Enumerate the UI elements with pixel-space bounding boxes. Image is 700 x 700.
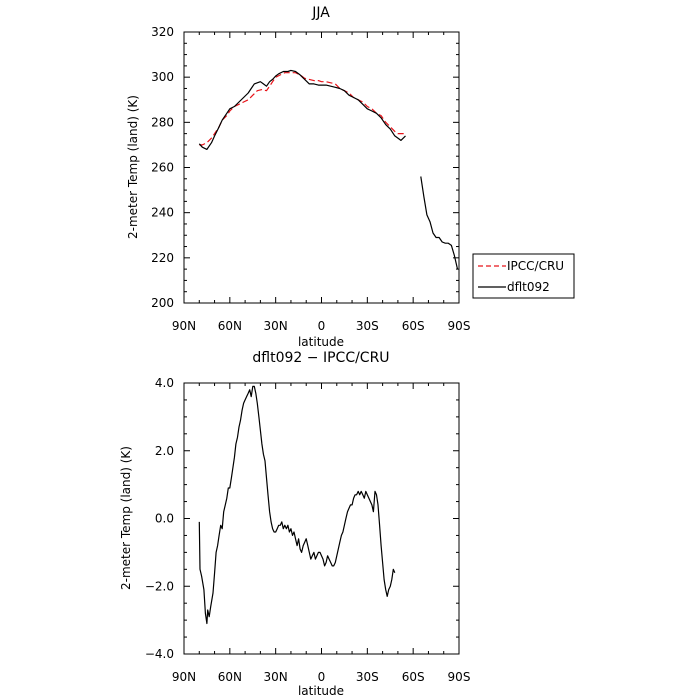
bottom-y-tick-label: 0.0 [155,512,174,526]
top-series-line-ipcc-cru [199,72,406,146]
bottom-y-axis-label: 2-meter Temp (land) (K) [119,446,133,590]
top-series-line-dflt092-seg-2 [420,176,459,270]
top-tick-marks: 90N 60N 30N 0 30S 60S 90S 200 220 240 260 280 300 320 [151,25,470,333]
top-x-tick-label: 30S [356,319,379,333]
bottom-y-tick-label: −4.0 [145,647,174,661]
top-series-line-dflt092-seg-1 [198,69,406,150]
top-y-axis-label: 2-meter Temp (land) (K) [126,95,140,239]
top-y-tick-label: 240 [151,206,174,220]
top-panel: JJA 90N 60N 30N 0 30S 60S 90S 200 220 240 260 280 30… [126,5,470,349]
legend-entry-ipcc-cru: IPCC/CRU [478,259,564,273]
top-x-tick-label: 0 [318,319,326,333]
bottom-tick-marks: 90N 60N 30N 0 30S 60S 90S −4.0 −2.0 0.0 2.0 4.0 [145,376,471,684]
top-y-tick-label: 280 [151,115,174,129]
bottom-plot-frame [183,382,460,655]
top-x-tick-label: 90N [172,319,196,333]
top-y-tick-label: 300 [151,70,174,84]
bottom-y-tick-label: 4.0 [155,376,174,390]
bottom-x-tick-label: 0 [318,670,326,684]
legend-entry-dflt092: dflt092 [478,280,550,294]
top-y-tick-label: 320 [151,25,174,39]
bottom-x-tick-label: 30N [264,670,288,684]
top-plot-frame [183,31,460,304]
bottom-x-tick-label: 90S [448,670,471,684]
bottom-y-tick-label: 2.0 [155,444,174,458]
bottom-x-tick-label: 60S [402,670,425,684]
top-y-tick-label: 200 [151,296,174,310]
top-x-tick-label: 60S [402,319,425,333]
bottom-series-layer [198,385,396,625]
top-y-tick-label: 260 [151,161,174,175]
legend-box [472,253,575,299]
bottom-y-tick-label: −2.0 [145,579,174,593]
bottom-x-tick-label: 30S [356,670,379,684]
bottom-x-tick-label: 90N [172,670,196,684]
legend-label-dflt092: dflt092 [507,280,550,294]
top-x-tick-label: 30N [264,319,288,333]
top-x-axis-label: latitude [298,335,344,349]
bottom-x-axis-label: latitude [298,684,344,698]
top-x-tick-label: 90S [448,319,471,333]
bottom-panel: dflt092 − IPCC/CRU 90N 60N 30N 0 30S 60S 90S −4… [119,350,470,698]
bottom-series-line-dflt092 [198,385,396,625]
top-chart-title: JJA [311,5,330,21]
legend-label-ipcc-cru: IPCC/CRU [507,259,564,273]
top-series-layer [198,69,459,270]
bottom-chart-title: dflt092 − IPCC/CRU [252,350,389,366]
top-y-tick-label: 220 [151,251,174,265]
top-x-tick-label: 60N [218,319,242,333]
bottom-x-tick-label: 60N [218,670,242,684]
legend: IPCC/CRU dflt092 [472,253,575,299]
